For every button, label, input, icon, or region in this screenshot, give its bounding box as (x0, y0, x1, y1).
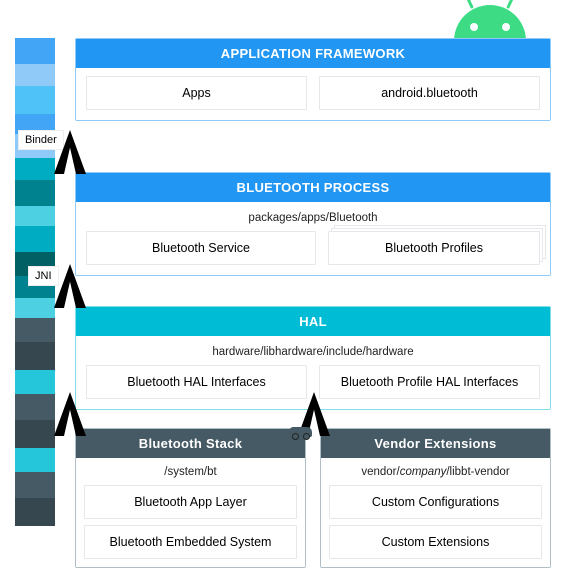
bluetooth-profiles-box: Bluetooth Profiles (328, 231, 540, 265)
bluetooth-service-box: Bluetooth Service (86, 231, 316, 265)
bluetooth-stack-title: Bluetooth Stack (76, 429, 305, 458)
bluetooth-process-path: packages/apps/Bluetooth (86, 212, 540, 224)
hal-path: hardware/libhardware/include/hardware (86, 346, 540, 358)
bt-profile-hal-interfaces-box: Bluetooth Profile HAL Interfaces (319, 365, 540, 399)
bt-app-layer-box: Bluetooth App Layer (84, 485, 297, 519)
apps-box: Apps (86, 76, 307, 110)
vendor-extensions-title: Vendor Extensions (321, 429, 550, 458)
bt-hal-interfaces-box: Bluetooth HAL Interfaces (86, 365, 307, 399)
bluetooth-stack-path: /system/bt (84, 466, 297, 478)
custom-extensions-box: Custom Extensions (329, 525, 542, 559)
android-bluetooth-box: android.bluetooth (319, 76, 540, 110)
architecture-rail (15, 38, 55, 570)
bluetooth-process-block: BLUETOOTH PROCESS packages/apps/Bluetoot… (75, 172, 551, 276)
jni-label: JNI (28, 266, 59, 286)
bt-embedded-system-box: Bluetooth Embedded System (84, 525, 297, 559)
bluetooth-stack-block: Bluetooth Stack /system/bt Bluetooth App… (75, 428, 306, 568)
bluetooth-process-title: BLUETOOTH PROCESS (76, 173, 550, 202)
custom-configurations-box: Custom Configurations (329, 485, 542, 519)
bottom-row: Bluetooth Stack /system/bt Bluetooth App… (75, 428, 551, 568)
hal-block: HAL hardware/libhardware/include/hardwar… (75, 306, 551, 410)
application-framework-title: APPLICATION FRAMEWORK (76, 39, 550, 68)
binder-label: Binder (18, 130, 64, 150)
hal-title: HAL (76, 307, 550, 336)
car-icon (290, 427, 312, 437)
vendor-extensions-path: vendor/company/libbt-vendor (329, 466, 542, 478)
vendor-extensions-block: Vendor Extensions vendor/company/libbt-v… (320, 428, 551, 568)
application-framework-block: APPLICATION FRAMEWORK Apps android.bluet… (75, 38, 551, 121)
